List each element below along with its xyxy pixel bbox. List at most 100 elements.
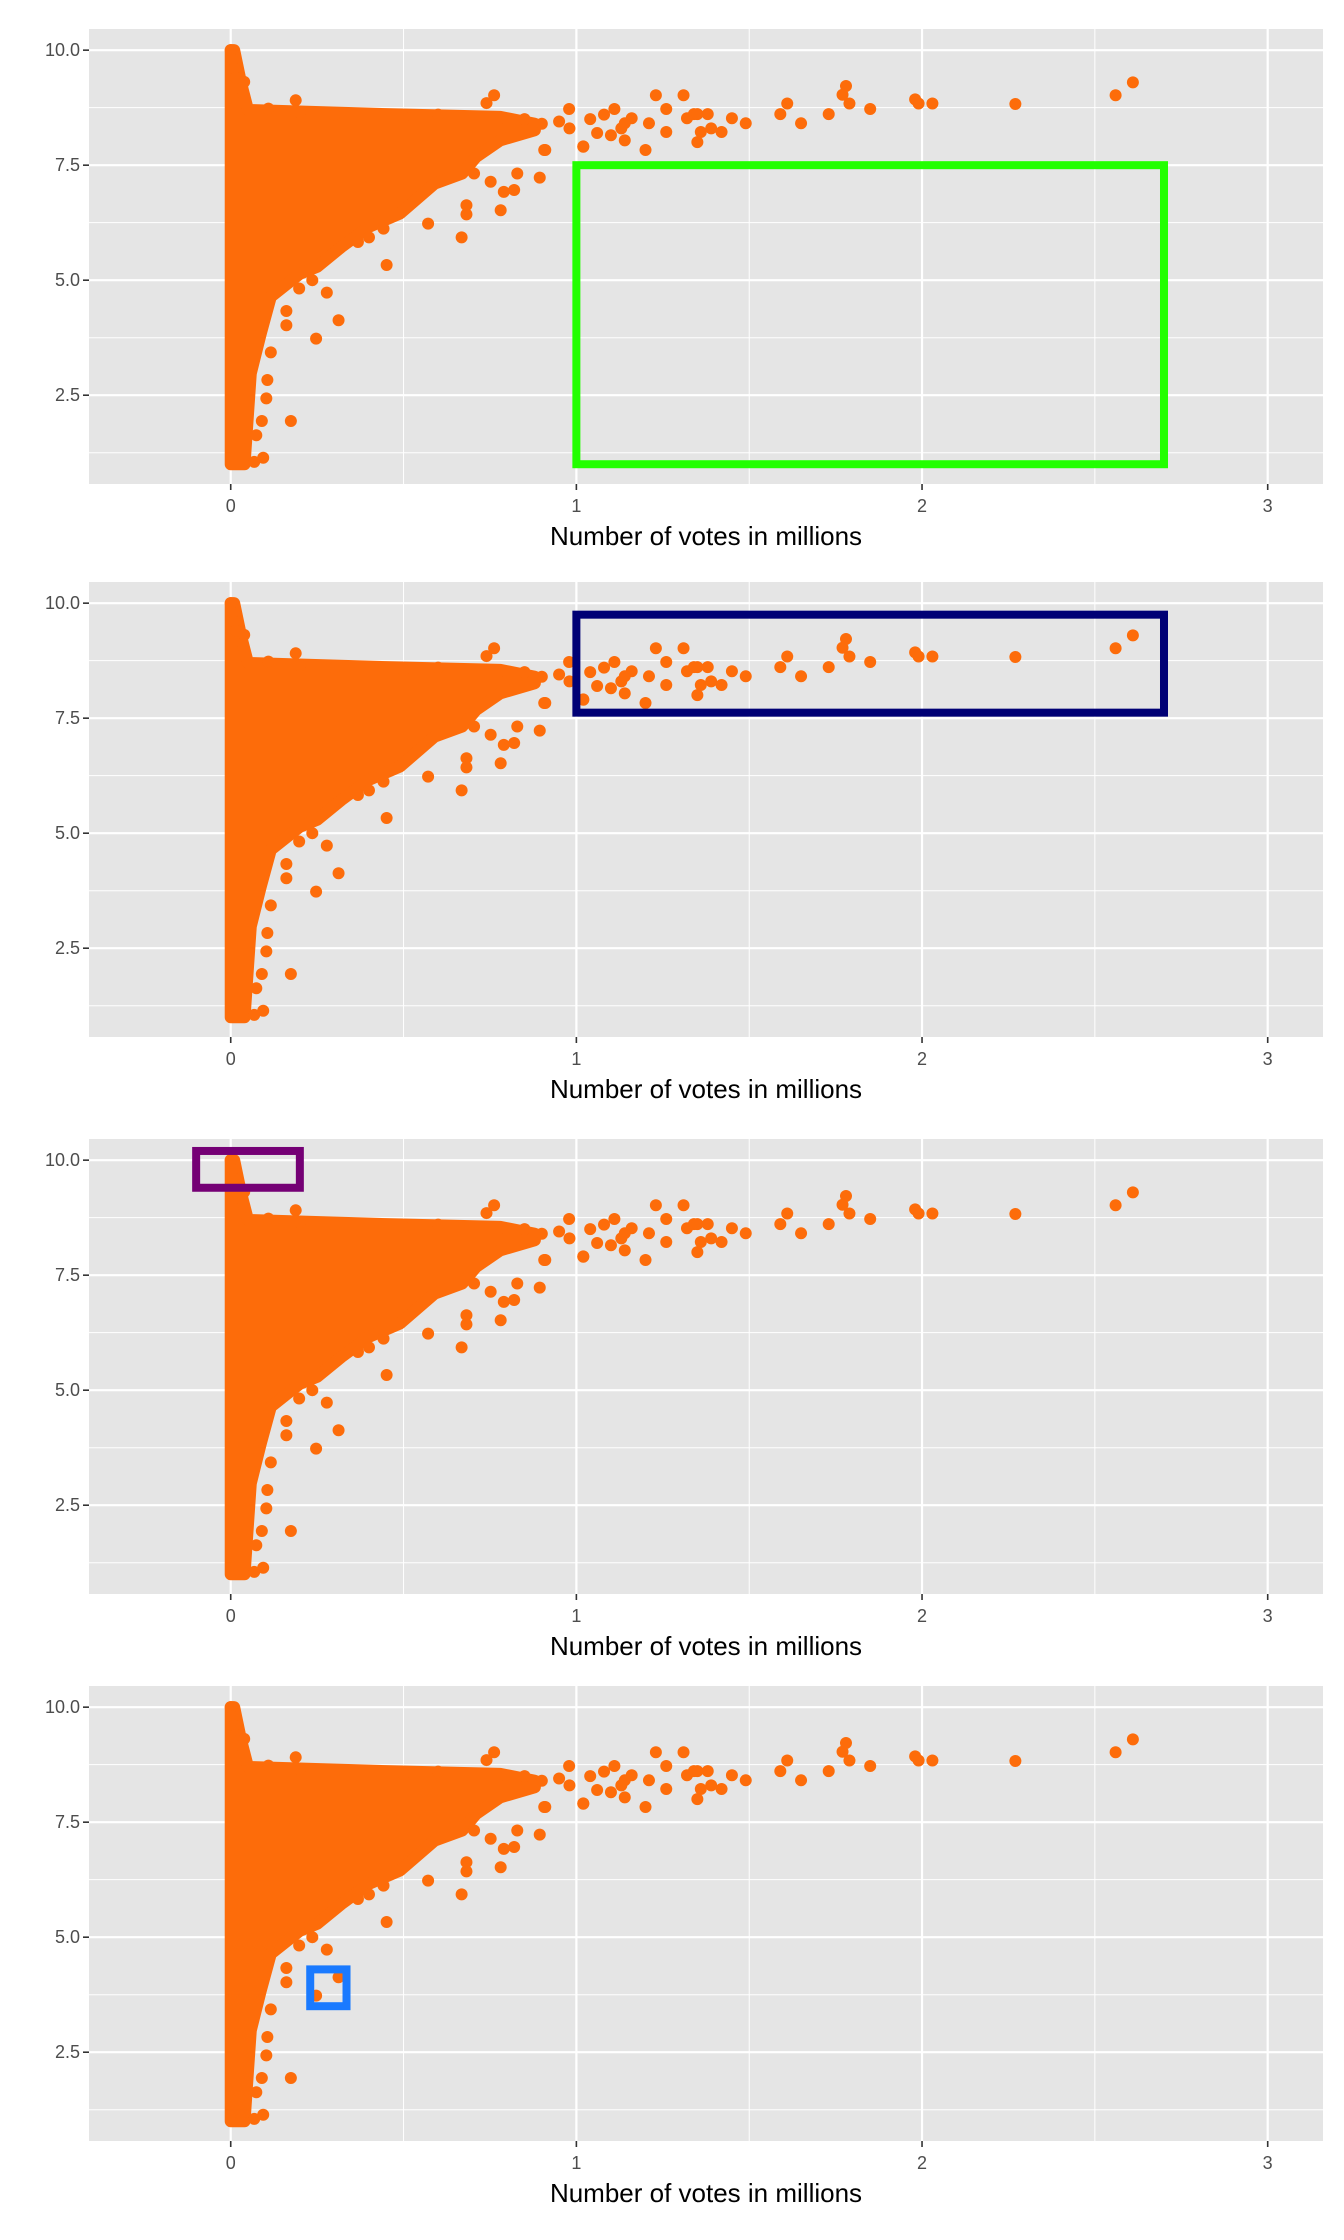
data-point [563,122,576,135]
data-point [563,1779,576,1792]
data-point [660,656,673,669]
data-point [260,945,273,958]
data-point [377,1879,390,1892]
data-point [774,1218,787,1231]
data-point [591,1783,604,1796]
data-point [460,208,473,221]
data-point [380,1369,393,1382]
data-point [649,1746,662,1759]
data-point [839,1737,852,1750]
data-point [397,663,410,676]
data-point [293,1216,306,1229]
data-point [238,628,251,641]
data-point [238,1732,251,1745]
data-point [795,1774,808,1787]
x-tick-label: 3 [1263,2153,1273,2173]
x-tick-label: 2 [917,496,927,516]
data-point [553,115,566,128]
data-point [598,1218,611,1231]
data-point [563,1760,576,1773]
data-point [508,184,521,197]
y-tick-label: 2.5 [55,1495,80,1515]
data-point [377,775,390,788]
data-point [248,2112,261,2125]
data-point [539,1253,552,1266]
data-point [660,1213,673,1226]
data-point [705,1779,718,1792]
data-point [926,1207,939,1220]
data-point [781,97,794,110]
data-point [584,1770,597,1783]
data-point [497,1295,510,1308]
data-point [774,661,787,674]
data-point [533,1281,546,1294]
data-point [255,967,268,980]
data-point [533,1828,546,1841]
data-point [224,597,237,610]
data-point [255,1524,268,1537]
data-point [511,720,524,733]
data-point [306,1384,319,1397]
data-point [224,44,237,57]
data-point [460,1865,473,1878]
data-point [228,1719,241,1732]
data-point [639,143,652,156]
data-point [293,1939,306,1952]
data-point [781,650,794,663]
data-point [293,659,306,672]
data-point [380,1916,393,1929]
data-point [484,1832,497,1845]
data-point [264,346,277,359]
x-tick-label: 1 [571,1606,581,1626]
data-point [508,1841,521,1854]
data-point [422,1327,435,1340]
data-point [228,1172,241,1185]
data-point [422,770,435,783]
data-point [781,1754,794,1767]
data-point [306,827,319,840]
data-point [284,1524,297,1537]
data-point [280,319,293,332]
data-point [553,1225,566,1238]
data-point [377,1332,390,1345]
data-point [577,1250,590,1263]
data-point [488,642,501,655]
x-tick-label: 0 [226,1049,236,1069]
data-point [250,1539,263,1552]
data-point [332,1971,345,1984]
data-point [584,666,597,679]
data-point [351,1346,364,1359]
data-point [455,1888,468,1901]
data-point [248,455,261,468]
data-point [1009,1207,1022,1220]
data-point [843,1207,856,1220]
data-point [705,675,718,688]
data-point [694,1783,707,1796]
data-point [725,1769,738,1782]
data-point [261,374,274,387]
data-point [460,1318,473,1331]
data-point [497,738,510,751]
data-point [691,1793,704,1806]
data-point [701,108,714,121]
data-point [518,1770,531,1783]
data-point [264,899,277,912]
data-point [508,737,521,750]
data-point [591,1236,604,1249]
data-point [660,679,673,692]
data-point [261,1484,274,1497]
data-point [455,231,468,244]
x-axis-title: Number of votes in millions [550,1074,862,1104]
data-point [468,1277,481,1290]
data-point [822,108,835,121]
data-point [377,222,390,235]
dense-point-cluster [224,1701,541,2128]
data-point [677,1746,690,1759]
highlight-rectangle [306,1965,351,2011]
y-tick-label: 2.5 [55,2042,80,2062]
data-point [255,2071,268,2084]
data-point [822,1765,835,1778]
data-point [642,1774,655,1787]
y-tick-label: 5.0 [55,1380,80,1400]
data-point [310,1442,323,1455]
